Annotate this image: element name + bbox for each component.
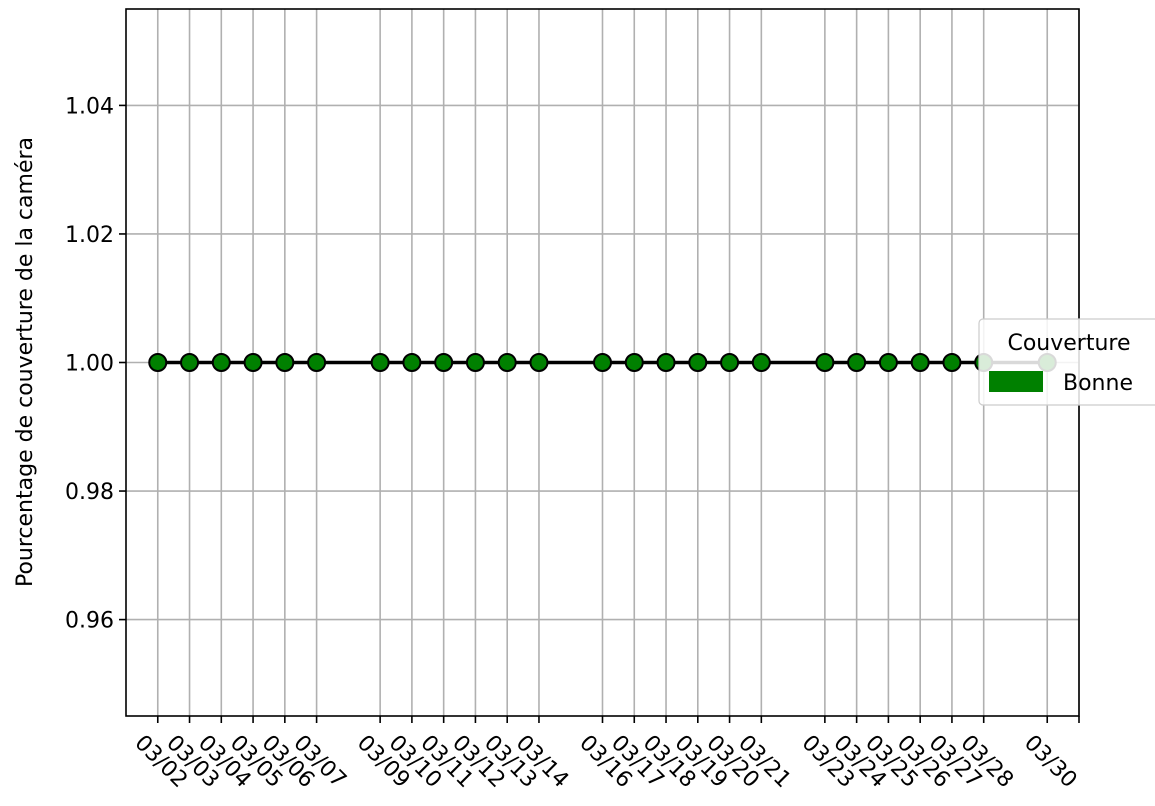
y-tick-label: 1.04 [65,94,114,119]
legend-title: Couverture [1007,331,1130,356]
y-tick-label: 1.00 [65,352,114,377]
data-point [847,353,867,372]
data-point [720,353,740,372]
y-tick-label: 0.98 [65,480,114,505]
data-point [275,353,295,372]
data-point [910,353,930,372]
data-point [243,353,263,372]
data-point [529,353,549,372]
y-tick-label: 0.96 [65,609,114,634]
data-point [942,353,962,372]
legend-swatch [989,371,1043,392]
data-point [815,353,835,372]
data-point [402,353,422,372]
data-point [211,353,231,372]
series [148,353,1057,372]
data-point [878,353,898,372]
legend-entry-label: Bonne [1063,371,1133,396]
data-point [751,353,771,372]
data-point [593,353,612,372]
data-point [497,353,517,372]
data-point [688,353,708,372]
data-point [180,353,200,372]
y-tick-label: 1.02 [65,223,114,248]
data-point [307,353,327,372]
y-axis-label: Pourcentage de couverture de la caméra [13,137,38,587]
x-tick-label: 03/30 [1019,731,1082,794]
data-point [370,353,390,372]
data-point [434,353,454,372]
legend: Couverture Bonne [978,318,1155,406]
data-point [656,353,676,372]
data-point [624,353,644,372]
data-point [148,353,168,372]
data-point [465,353,485,372]
